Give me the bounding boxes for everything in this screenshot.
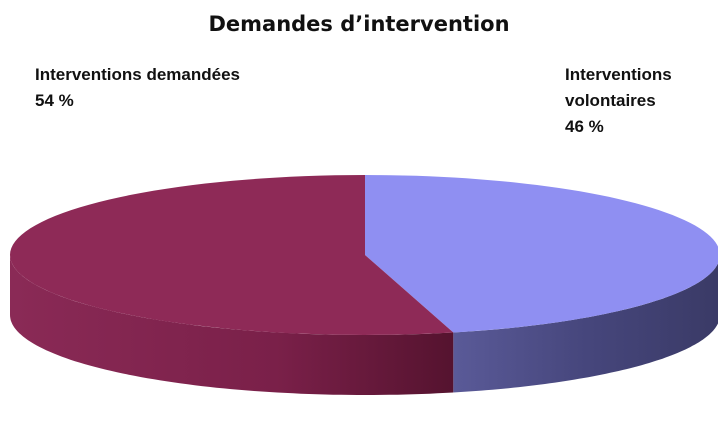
slice — [365, 175, 718, 333]
slice-side — [453, 263, 718, 393]
category-label: Interventions volontaires — [565, 65, 672, 110]
value-label: 46 % — [565, 117, 604, 136]
chart-title: Demandes d’intervention — [208, 12, 510, 36]
slice-label: Interventions volontaires 46 % — [565, 62, 705, 140]
category-label: Interventions demandées — [35, 65, 241, 84]
slice-side — [10, 255, 454, 395]
slice-label: Interventions demandées 54 % — [35, 62, 335, 114]
slice — [10, 175, 454, 335]
value-label: 54 % — [35, 91, 74, 110]
